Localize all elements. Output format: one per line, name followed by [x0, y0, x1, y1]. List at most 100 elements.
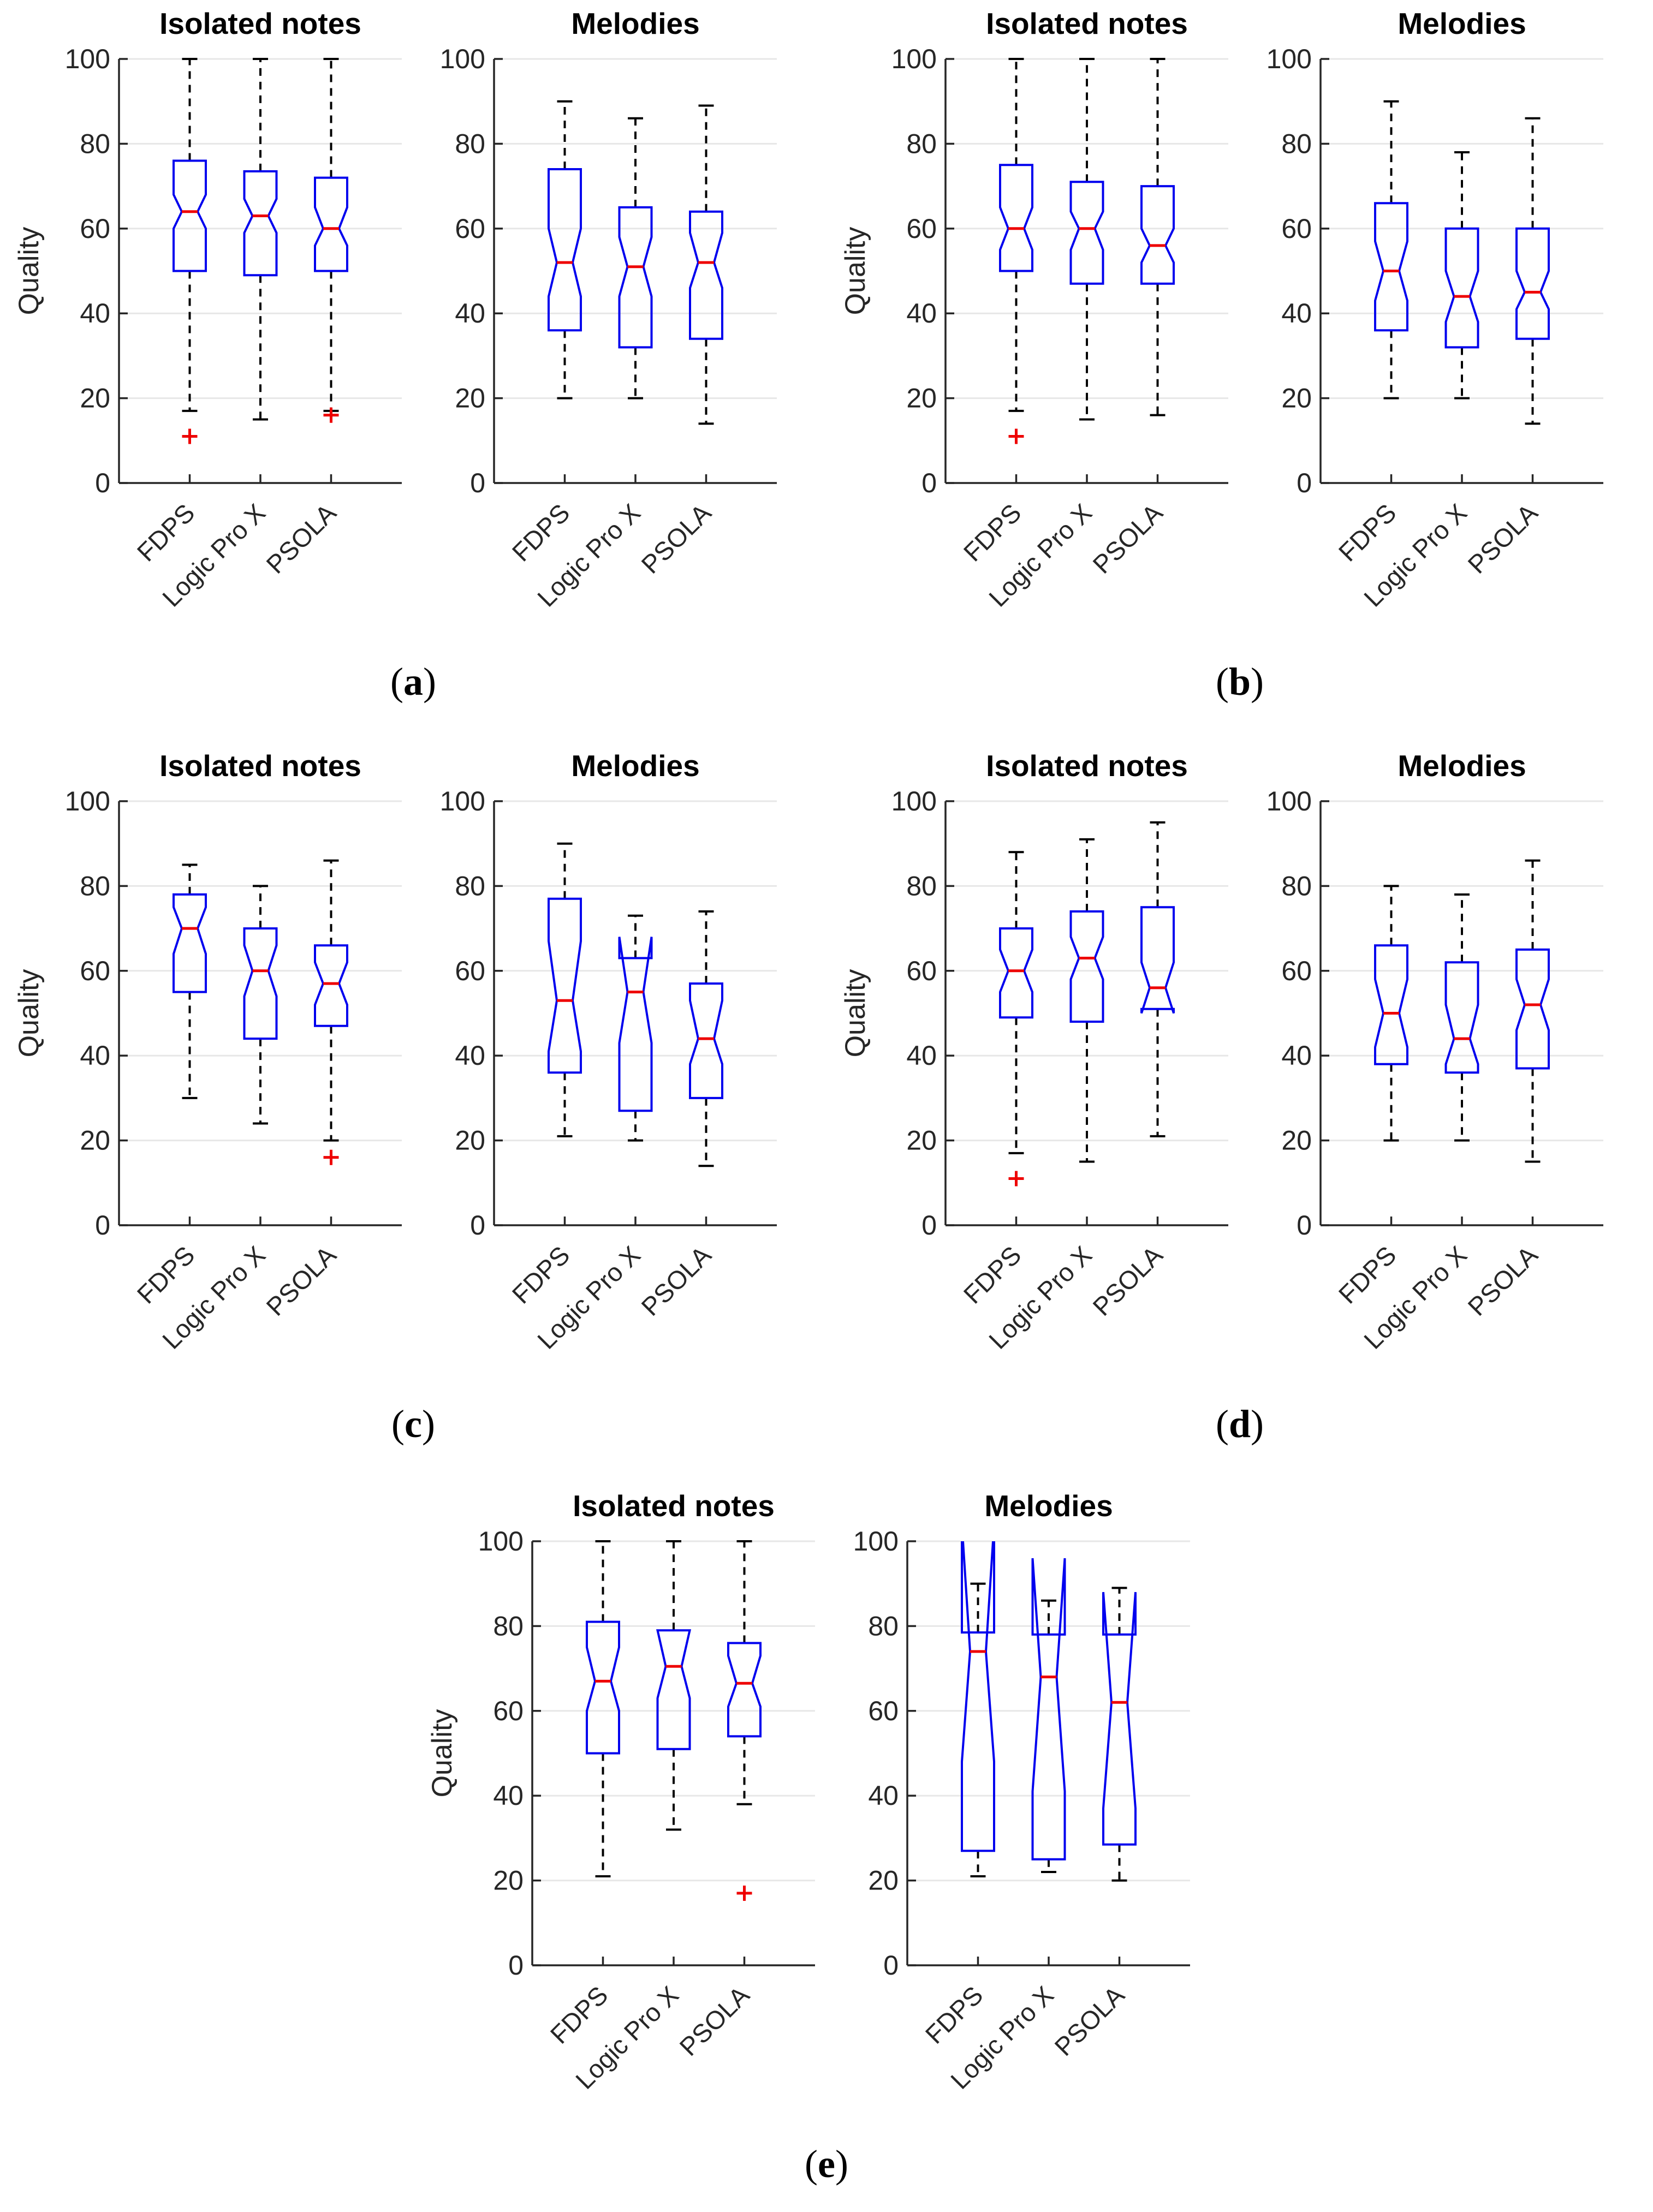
y-tick-labels: 0 20 40 60 80 100	[1266, 44, 1312, 498]
boxplot-series	[548, 100, 723, 425]
y-tick-label: 60	[1281, 213, 1312, 244]
panel-b: 0 20 40 60 80 100 Isolated notes Quality FDPS Log…	[826, 0, 1653, 741]
box-psola	[689, 910, 723, 1167]
notched-box	[1515, 227, 1550, 340]
caption-paren: )	[1251, 1402, 1264, 1446]
panel-b-subplots: 0 20 40 60 80 100 Isolated notes Quality FDPS Log…	[826, 0, 1653, 644]
notched-box	[1069, 910, 1104, 1023]
panel-b-caption: (b)	[826, 659, 1653, 705]
x-tick-label-fdps: FDPS	[131, 1241, 200, 1309]
subplot-title: Isolated notes	[573, 1489, 775, 1523]
box-fdps	[548, 842, 582, 1137]
y-tick-label: 20	[1281, 1125, 1312, 1156]
y-tick-label: 100	[1266, 786, 1312, 816]
box-logic-pro-x	[618, 117, 653, 400]
notched-box	[999, 927, 1033, 1019]
y-tick-label: 100	[65, 786, 110, 816]
y-tick-label: 80	[906, 128, 937, 159]
x-tick-label-fdps: FDPS	[958, 498, 1026, 567]
y-tick-label: 100	[440, 786, 485, 816]
gridlines	[494, 800, 777, 1142]
box-psola	[1515, 117, 1550, 425]
gridlines	[907, 1540, 1190, 1882]
axes	[906, 1540, 1190, 1966]
box-logic-pro-x	[656, 1540, 692, 1831]
caption-paren: (	[391, 1402, 405, 1446]
outlier-plus	[1008, 428, 1024, 444]
caption-paren: )	[423, 660, 436, 703]
notched-box	[586, 1620, 620, 1755]
y-tick-label: 0	[470, 468, 485, 498]
boxplot-series	[1374, 859, 1550, 1163]
y-tick-label: 60	[1281, 956, 1312, 986]
boxplot-series	[961, 1541, 1137, 1882]
box-psola	[1102, 1587, 1137, 1882]
caption-paren: (	[1215, 660, 1229, 703]
box-fdps	[999, 851, 1033, 1187]
y-tick-labels: 0 20 40 60 80 100	[65, 44, 110, 498]
subplot-c-isolated-notes: 0 20 40 60 80 100 Isolated notes Quality FDPSLog…	[13, 749, 402, 1355]
y-tick-label: 20	[455, 1125, 485, 1156]
subplot-e-isolated-notes: 0 20 40 60 80 100 Isolated notes Quality FDPSLog…	[426, 1489, 815, 2095]
y-tick-label: 0	[1297, 1210, 1312, 1241]
axes	[493, 800, 777, 1226]
panel-e-subplots: 0 20 40 60 80 100 Isolated notes Quality FDPS Log…	[413, 1482, 1240, 2126]
y-tick-label: 0	[921, 468, 937, 498]
y-tick-label: 20	[80, 1125, 110, 1156]
box-fdps	[1374, 885, 1408, 1142]
notched-box	[1444, 227, 1479, 349]
panel-e: 0 20 40 60 80 100 Isolated notes Quality FDPS Log…	[413, 1482, 1240, 2212]
caption-letter: c	[405, 1402, 422, 1446]
caption-paren: )	[421, 1402, 435, 1446]
x-tick-label-fdps: FDPS	[506, 498, 575, 567]
panel-a-subplots: 0 20 40 60 80 100 Isolated notes Quality FDPS Log…	[0, 0, 826, 644]
caption-paren: (	[390, 660, 403, 703]
notched-box	[1374, 202, 1408, 332]
boxplot-series	[173, 58, 348, 444]
y-tick-label: 100	[65, 44, 110, 74]
y-tick-label: 100	[891, 786, 937, 816]
axes	[118, 58, 402, 484]
y-axis-label: Quality	[840, 227, 871, 315]
y-tick-labels: 0 20 40 60 80 100	[1266, 786, 1312, 1241]
y-tick-label: 80	[80, 871, 110, 901]
caption-paren: (	[1215, 1402, 1229, 1446]
x-tick-label-psola: PSOLA	[635, 1240, 717, 1321]
x-tick-label-fdps: FDPS	[1333, 498, 1401, 567]
y-tick-label: 60	[868, 1696, 899, 1726]
y-tick-label: 0	[95, 468, 110, 498]
box-fdps	[586, 1540, 620, 1877]
subplot-title: Melodies	[1398, 749, 1526, 783]
y-tick-labels: 0 20 40 60 80 100	[440, 44, 485, 498]
y-axis-label: Quality	[840, 969, 871, 1058]
panel-d: 0 20 40 60 80 100 Isolated notes Quality FDPS Log…	[826, 742, 1653, 1483]
subplot-title: Melodies	[571, 7, 699, 40]
x-tick-label-fdps: FDPS	[544, 1981, 613, 2049]
y-tick-labels: 0 20 40 60 80 100	[891, 786, 937, 1241]
y-tick-label: 20	[80, 383, 110, 414]
boxplot-series	[586, 1540, 762, 1901]
box-logic-pro-x	[243, 58, 278, 421]
x-tick-label-psola: PSOLA	[1462, 498, 1543, 579]
boxplot-series	[999, 821, 1175, 1187]
y-tick-labels: 0 20 40 60 80 100	[853, 1526, 899, 1981]
caption-paren: (	[805, 2142, 818, 2186]
caption-letter: e	[818, 2142, 835, 2186]
y-tick-label: 80	[493, 1611, 524, 1641]
x-tick-label-fdps: FDPS	[919, 1981, 988, 2049]
y-tick-label: 100	[853, 1526, 899, 1557]
notched-box	[1515, 948, 1550, 1070]
box-psola	[1515, 859, 1550, 1163]
box-psola	[314, 859, 348, 1165]
boxplot-series	[173, 859, 348, 1165]
x-tick-label-fdps: FDPS	[958, 1241, 1026, 1309]
x-tick-label-psola: PSOLA	[635, 498, 717, 579]
box-psola	[1140, 58, 1175, 416]
